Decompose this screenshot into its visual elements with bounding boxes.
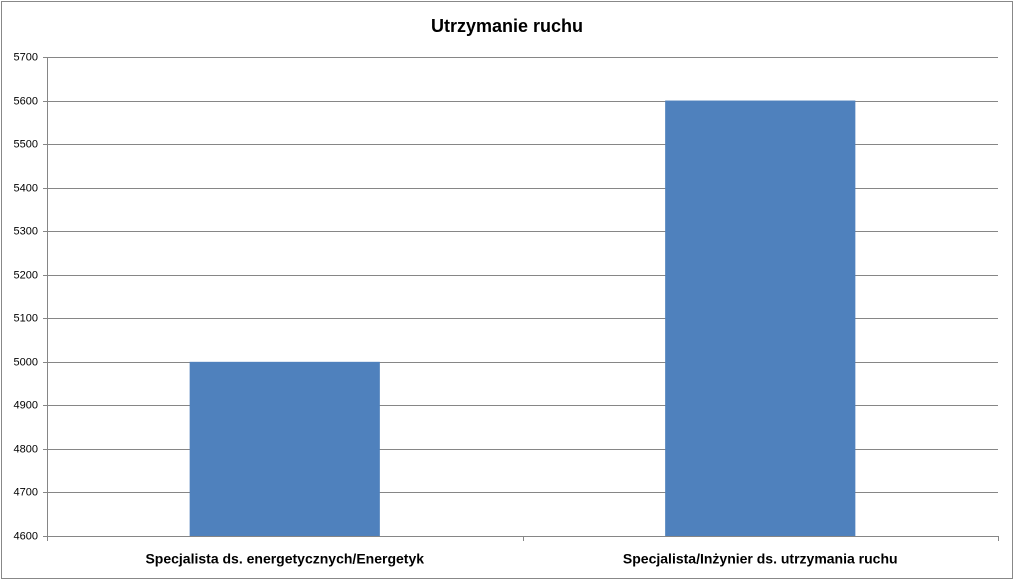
y-tick-label: 5300 <box>14 225 38 237</box>
bar <box>189 361 380 536</box>
y-tick-label: 5700 <box>14 51 38 63</box>
y-tick-label: 5000 <box>14 356 38 368</box>
y-tick-label: 5500 <box>14 138 38 150</box>
y-tick-label: 4700 <box>14 486 38 498</box>
y-tick-label: 4600 <box>14 530 38 542</box>
chart-title: Utrzymanie ruchu <box>431 16 583 36</box>
y-tick-label: 5100 <box>14 312 38 324</box>
bar <box>665 100 856 536</box>
y-tick-label: 5200 <box>14 269 38 281</box>
y-tick-label: 5400 <box>14 182 38 194</box>
y-tick-label: 4800 <box>14 443 38 455</box>
y-tick-label: 4900 <box>14 399 38 411</box>
x-tick-label: Specjalista/Inżynier ds. utrzymania ruch… <box>623 551 898 567</box>
y-tick-label: 5600 <box>14 95 38 107</box>
x-tick-label: Specjalista ds. energetycznych/Energetyk <box>145 551 424 567</box>
